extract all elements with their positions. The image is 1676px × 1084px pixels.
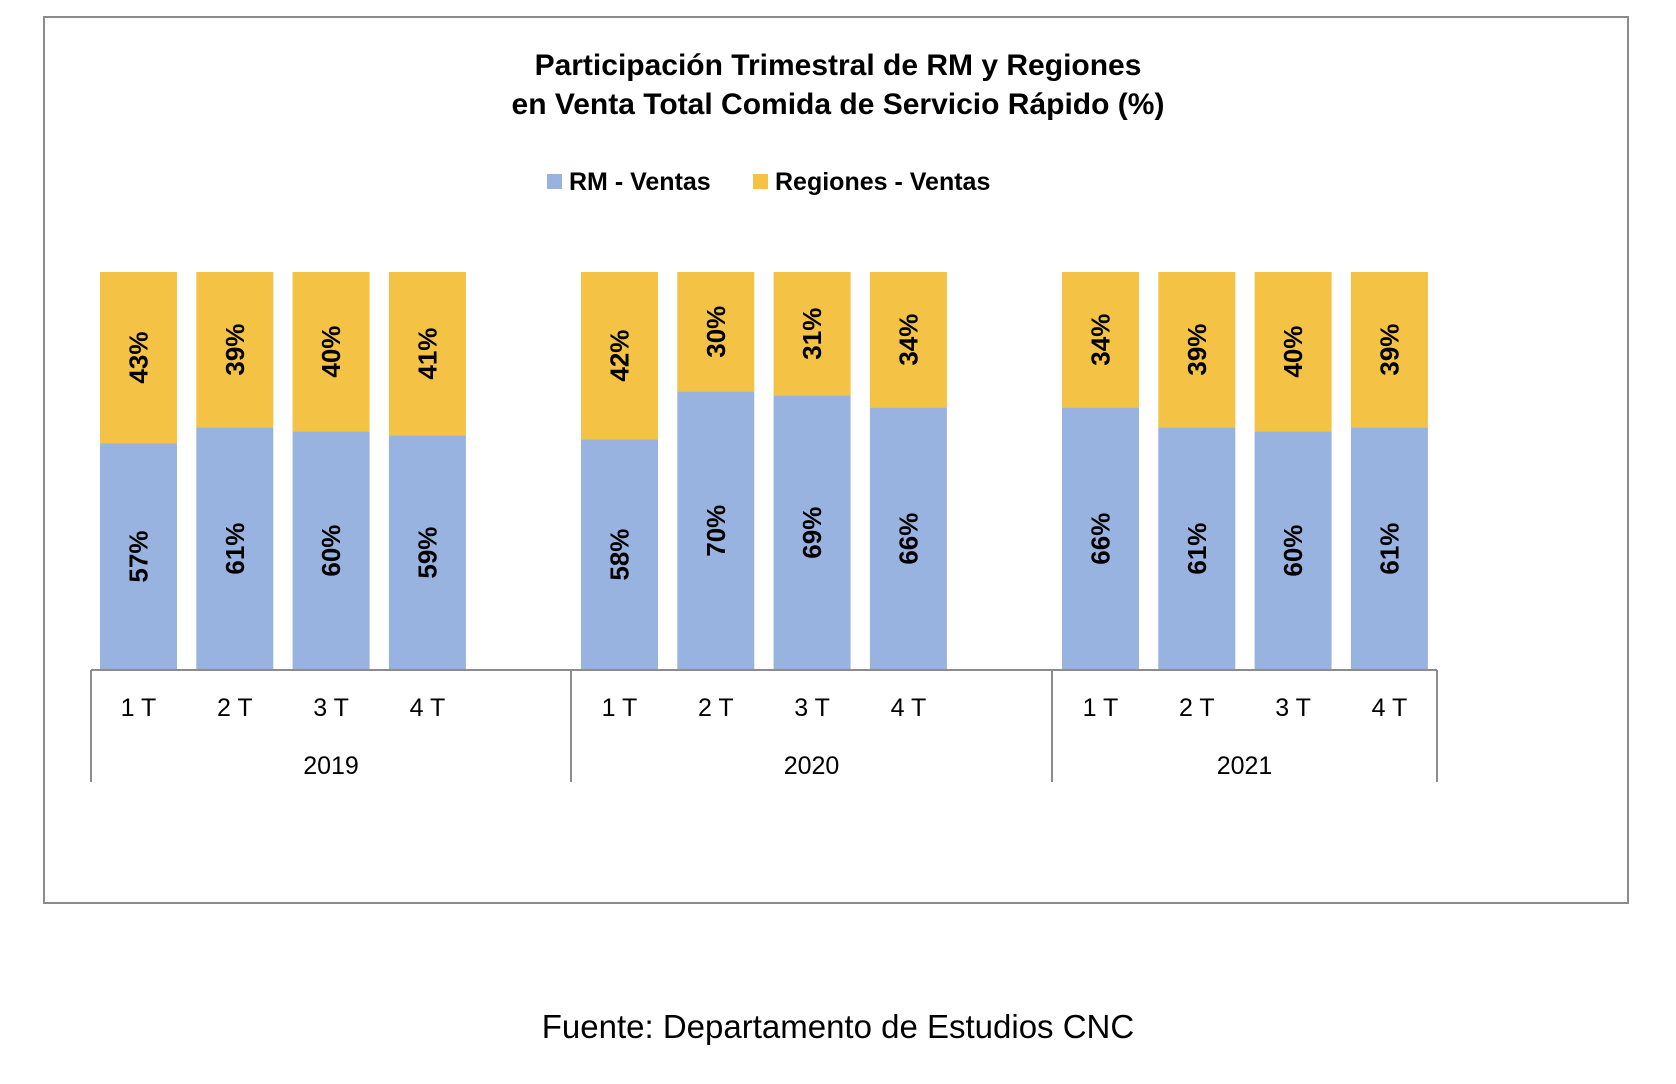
tick-label-2019-q4: 4 T (410, 694, 446, 722)
data-label-rm-2020-q2: 70% (701, 505, 731, 557)
tick-label-2021-q2: 2 T (1179, 694, 1215, 722)
bar-regiones-2021-q1 (1062, 272, 1139, 408)
bar-rm-2019-q2 (196, 427, 274, 670)
tick-label-2021-q4: 4 T (1372, 694, 1408, 722)
tick-label-2019-q3: 3 T (313, 694, 349, 722)
chart-frame: Participación Trimestral de RM y Regione… (43, 16, 1629, 904)
data-label-regiones-2020-q3: 31% (797, 308, 827, 360)
tick-label-2020-q4: 4 T (891, 694, 927, 722)
bar-regiones-2019-q1 (100, 272, 177, 444)
tick-label-2020-q3: 3 T (794, 694, 830, 722)
bar-regiones-2020-q4 (869, 272, 947, 408)
bar-rm-2021-q1 (1062, 407, 1139, 670)
data-label-regiones-2021-q3: 40% (1278, 326, 1308, 378)
data-label-regiones-2020-q1: 42% (605, 330, 635, 382)
bar-rm-2021-q3 (1254, 431, 1332, 670)
data-label-rm-2019-q1: 57% (124, 531, 154, 583)
bar-rm-2021-q2 (1158, 427, 1236, 670)
bar-rm-2020-q3 (773, 395, 851, 670)
bars: 57% 43% 61% 39% 60% 40% 59% 41% 58% 42% 70% 30% 69% 3… (100, 272, 1428, 670)
data-label-regiones-2019-q1: 43% (124, 332, 154, 384)
data-label-rm-2021-q1: 66% (1086, 513, 1116, 565)
data-label-rm-2021-q2: 61% (1182, 523, 1212, 575)
data-label-rm-2019-q2: 61% (220, 523, 250, 575)
tick-label-2021-q1: 1 T (1083, 694, 1119, 722)
bar-regiones-2020-q1 (581, 272, 658, 440)
data-label-regiones-2019-q2: 39% (220, 324, 250, 376)
bar-rm-2020-q1 (581, 439, 658, 670)
data-label-regiones-2021-q1: 34% (1086, 314, 1116, 366)
legend-swatch-1 (753, 174, 768, 189)
tick-label-2020-q2: 2 T (698, 694, 734, 722)
bar-regiones-2019-q2 (196, 272, 274, 428)
bar-regiones-2021-q4 (1350, 272, 1428, 428)
data-label-rm-2019-q3: 60% (316, 525, 346, 577)
tick-label-2019-q2: 2 T (217, 694, 253, 722)
bar-regiones-2021-q3 (1254, 272, 1332, 432)
bar-rm-2021-q4 (1350, 427, 1428, 670)
legend-swatch-0 (547, 174, 562, 189)
data-label-rm-2020-q1: 58% (605, 529, 635, 581)
bar-rm-2020-q2 (677, 391, 755, 670)
bar-rm-2019-q1 (100, 443, 177, 670)
data-label-regiones-2021-q4: 39% (1374, 324, 1404, 376)
data-label-regiones-2020-q2: 30% (701, 306, 731, 358)
data-label-rm-2021-q3: 60% (1278, 525, 1308, 577)
data-label-regiones-2021-q2: 39% (1182, 324, 1212, 376)
chart-title-line-2: en Venta Total Comida de Servicio Rápido… (512, 88, 1165, 121)
bar-regiones-2019-q4 (388, 272, 466, 436)
tick-label-2019-q1: 1 T (121, 694, 157, 722)
legend-label-0: RM - Ventas (569, 168, 711, 196)
bar-regiones-2020-q3 (773, 272, 851, 396)
bar-rm-2019-q4 (388, 435, 466, 670)
legend: RM - Ventas Regiones - Ventas (547, 168, 990, 196)
bar-regiones-2019-q3 (292, 272, 370, 432)
chart-title-line-1: Participación Trimestral de RM y Regione… (535, 49, 1142, 82)
bar-rm-2020-q4 (869, 407, 947, 670)
tick-label-2021-q3: 3 T (1275, 694, 1311, 722)
bar-rm-2019-q3 (292, 431, 370, 670)
legend-label-1: Regiones - Ventas (775, 168, 990, 196)
data-label-rm-2020-q3: 69% (797, 507, 827, 559)
data-label-rm-2019-q4: 59% (412, 527, 442, 579)
group-label-2019: 2019 (303, 752, 359, 780)
source-note: Fuente: Departamento de Estudios CNC (541, 1008, 1135, 1045)
data-label-regiones-2019-q3: 40% (316, 326, 346, 378)
group-label-2021: 2021 (1217, 752, 1273, 780)
data-label-regiones-2019-q4: 41% (412, 328, 442, 380)
group-label-2020: 2020 (784, 752, 840, 780)
data-label-rm-2020-q4: 66% (893, 513, 923, 565)
data-label-regiones-2020-q4: 34% (893, 314, 923, 366)
tick-label-2020-q1: 1 T (602, 694, 638, 722)
bar-regiones-2021-q2 (1158, 272, 1236, 428)
chart-svg: Participación Trimestral de RM y Regione… (90, 49, 1438, 782)
bar-regiones-2020-q2 (677, 272, 755, 392)
category-axis: 1 T 2 T 3 T 4 T 2019 1 T 2 T 3 T 4 T 2020 1 T 2 T 3 … (90, 669, 1438, 782)
data-label-rm-2021-q4: 61% (1374, 523, 1404, 575)
